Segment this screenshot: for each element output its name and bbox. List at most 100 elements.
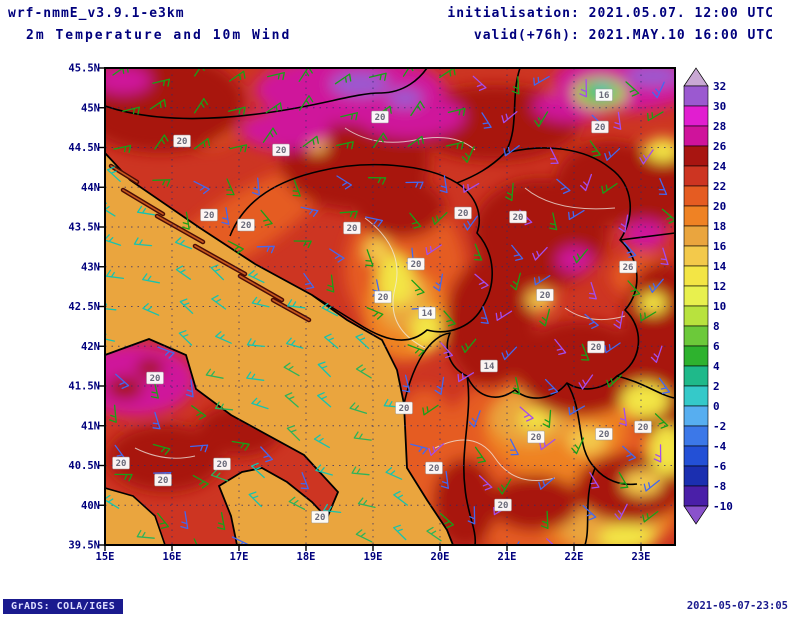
colorbar-label: 16 <box>713 240 727 253</box>
wind-barb <box>227 106 246 115</box>
wind-barb <box>619 407 628 426</box>
wind-barb <box>105 269 125 280</box>
contour-label-text: 20 <box>399 404 410 414</box>
temp-blob <box>623 220 667 250</box>
contour-label-box <box>311 510 329 524</box>
temp-blob <box>107 376 143 400</box>
colorbar-segment <box>683 345 709 367</box>
lon-axis-label: 18E <box>297 551 316 563</box>
wind-barb <box>473 243 483 261</box>
wind-barb <box>538 477 555 490</box>
wind-barb <box>193 137 211 150</box>
contour-label-text: 20 <box>595 123 606 133</box>
wind-barb <box>613 111 622 130</box>
temp-blob <box>240 110 330 150</box>
wind-barb <box>174 236 193 250</box>
wind-barb <box>481 112 492 129</box>
wind-barb <box>288 496 306 510</box>
temp-blob <box>355 94 465 138</box>
contour-label-text: 20 <box>204 211 215 221</box>
lat-axis-label: 42.5N <box>68 301 100 313</box>
valid-time-label: valid(+76h): 2021.MAY.10 16:00 UTC <box>473 28 774 43</box>
wind-barb <box>298 68 313 82</box>
wind-barb <box>501 111 518 124</box>
wind-barb <box>355 529 373 543</box>
lat-axis-label: 39.5N <box>68 540 100 552</box>
wind-barb <box>260 209 273 226</box>
wind-barb <box>532 246 548 261</box>
temp-blob <box>649 424 675 476</box>
wind-barb <box>335 141 354 150</box>
wind-barb <box>385 467 403 480</box>
wind-barb <box>478 474 493 491</box>
wind-barb <box>267 71 285 81</box>
wind-barb <box>340 112 358 121</box>
wind-barb <box>205 368 224 379</box>
contour-label-text: 20 <box>540 291 551 301</box>
wind-barb <box>434 376 445 395</box>
tyrrhenian-sea <box>105 487 166 545</box>
wind-barb <box>568 405 586 416</box>
wind-barb <box>180 511 189 530</box>
contour-label-box <box>634 420 652 434</box>
contour-label-text: 20 <box>347 224 358 234</box>
wind-barb <box>495 310 513 321</box>
contour-label-box <box>509 210 527 224</box>
colorbar-label: 28 <box>713 120 726 133</box>
colorbar-label: -6 <box>713 460 727 473</box>
contour-label-box <box>527 430 545 444</box>
temp-blob <box>355 178 445 238</box>
wind-barb <box>229 144 248 153</box>
wind-barb <box>142 303 160 316</box>
wind-barbs <box>105 68 675 545</box>
wind-barb <box>262 127 278 143</box>
temp-blob <box>387 88 423 108</box>
axes: 45.5N 45N 44.5N 44N 43.5N 43N 42.5N 42N 41.5N 41N… <box>68 63 650 564</box>
wind-barb <box>658 178 668 196</box>
wind-barb <box>648 278 664 293</box>
wind-barb <box>179 298 194 314</box>
wind-barb <box>618 214 629 233</box>
colorbar-label: 6 <box>713 340 720 353</box>
contour-label-box <box>371 110 389 124</box>
wind-barb <box>511 244 524 261</box>
wind-barb <box>154 134 169 150</box>
wind-barb <box>373 132 388 148</box>
wind-barb <box>368 72 387 81</box>
wind-barb <box>329 248 345 263</box>
wind-barb <box>366 307 384 320</box>
wind-barb <box>217 512 226 531</box>
wind-barb <box>433 273 444 292</box>
wind-barb <box>355 364 372 379</box>
wind-barb <box>431 211 448 225</box>
creation-timestamp: 2021-05-07-23:05 <box>686 600 788 612</box>
wind-barb <box>467 506 476 525</box>
wind-barb <box>439 175 448 194</box>
colorbar-segment <box>683 445 709 467</box>
wind-barb <box>440 470 449 489</box>
wind-barb <box>474 273 489 289</box>
temp-blob <box>599 524 655 545</box>
wind-barb <box>501 346 518 361</box>
colorbar-label: -8 <box>713 480 726 493</box>
wind-barb <box>300 206 319 217</box>
temp-blob <box>604 146 675 226</box>
wind-barb <box>349 402 368 414</box>
wind-barb <box>353 431 372 441</box>
wind-barb <box>133 237 153 247</box>
colorbar-segment <box>683 265 709 287</box>
wind-barb <box>284 392 299 408</box>
wind-barb <box>152 443 171 455</box>
contour-label-text: 16 <box>599 91 610 101</box>
wind-barb <box>292 179 301 197</box>
wind-barb <box>293 240 312 249</box>
contour-labels: 20 20 20 20 16 20 20 20 20 20 20 26 20 20 14 20 14 20 20 20… <box>112 88 652 524</box>
colorbar-label: 22 <box>713 180 726 193</box>
colorbar-segment <box>683 85 709 107</box>
contour-label-text: 20 <box>498 501 509 511</box>
contour-label-text: 14 <box>484 362 495 372</box>
contour-label-text: 20 <box>378 293 389 303</box>
wind-barb <box>426 526 442 542</box>
wind-barb <box>256 245 275 254</box>
wind-barb <box>554 338 567 356</box>
